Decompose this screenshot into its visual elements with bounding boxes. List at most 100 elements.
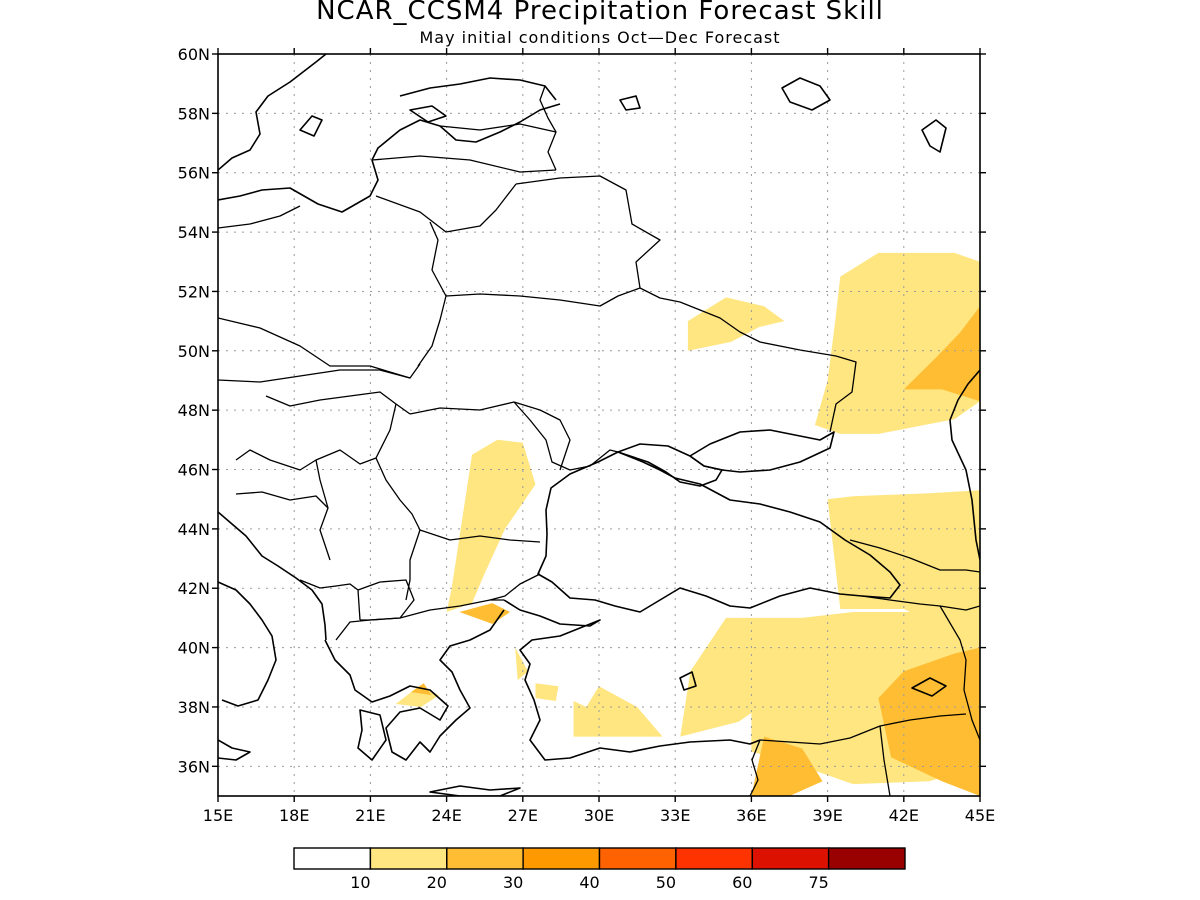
border-hungary-romania (235, 403, 397, 471)
lat-tick-label: 46N (178, 461, 210, 480)
lat-tick-label: 54N (178, 223, 210, 242)
lat-tick-label: 56N (178, 164, 210, 183)
border-turkey-armenia-iran (939, 605, 980, 741)
sweden-coastline (218, 54, 327, 171)
lake-ladoga (781, 77, 831, 111)
border-romania-serbia (375, 457, 421, 531)
skill-region-1 (446, 439, 536, 612)
anatolia-west-coastline (503, 599, 761, 761)
lat-tick-label: 48N (178, 401, 210, 420)
crete-coastline (429, 785, 521, 796)
skill-region-9 (903, 306, 980, 402)
lat-tick-label: 38N (178, 698, 210, 717)
baltic-coastline (218, 103, 561, 213)
border-czech-slovakia (218, 317, 411, 379)
border-serbia-bosnia (315, 459, 329, 509)
colorbar-swatch (598, 847, 677, 870)
axis-ticks: 60N 58N 56N 54N 52N 50N 48N 46N 44N 42N 40N 38N 36N 1… (178, 45, 996, 825)
lat-tick-label: 42N (178, 579, 210, 598)
border-romania-bulgaria (419, 529, 541, 543)
border-macedonia (357, 579, 415, 621)
lon-tick-label: 42E (889, 806, 919, 825)
border-ukraine-romania (409, 401, 571, 471)
lat-tick-label: 60N (178, 45, 210, 64)
border-serbia-bulgaria (405, 529, 421, 601)
lon-tick-label: 18E (279, 806, 309, 825)
lon-tick-label: 39E (812, 806, 842, 825)
colorbar-swatch (446, 847, 524, 870)
ladoga-north-coastline (921, 119, 947, 153)
italy-coastline (218, 581, 277, 707)
colorbar-swatch (751, 847, 830, 870)
border-bulgaria-turkey (489, 573, 541, 601)
skill-region-13 (411, 683, 432, 696)
lon-tick-label: 30E (584, 806, 614, 825)
colorbar-swatch (827, 847, 906, 870)
skill-region-6 (535, 683, 559, 701)
border-slovakia-hungary (218, 363, 421, 383)
lon-tick-label: 27E (508, 806, 538, 825)
border-turkey-syria (759, 713, 967, 745)
border-lithuania-latvia (371, 155, 557, 173)
border-austria-hungary (265, 391, 411, 415)
map-subtitle: May initial conditions Oct—Dec Forecast (419, 28, 781, 47)
border-greece-north (335, 599, 504, 641)
lon-tick-label: 24E (431, 806, 461, 825)
caspian-coastline (949, 369, 980, 561)
skill-region-7 (515, 647, 528, 681)
colorbar-label: 30 (503, 873, 523, 892)
sicily-coastline (218, 739, 251, 761)
skill-region-5 (573, 686, 663, 737)
colorbar-swatch (522, 847, 601, 870)
gulf-of-finland-coastline (399, 77, 557, 101)
crimea-coastline (617, 443, 723, 487)
colorbar-label: 20 (427, 873, 447, 892)
border-poland-west (218, 205, 301, 229)
lon-tick-label: 21E (355, 806, 385, 825)
lat-tick-label: 52N (178, 282, 210, 301)
lat-tick-label: 40N (178, 639, 210, 658)
border-russia-georgia (849, 539, 980, 573)
border-belarus-russia (515, 175, 661, 289)
adriatic-east-coastline (218, 511, 327, 641)
lat-tick-label: 50N (178, 342, 210, 361)
colorbar-swatch (293, 847, 372, 870)
lat-tick-label: 44N (178, 520, 210, 539)
colorbar-label: 40 (579, 873, 599, 892)
border-turkey-georgia (861, 595, 980, 611)
border-lithuania-belarus (375, 183, 517, 233)
skill-region-0 (687, 297, 785, 351)
lat-tick-label: 36N (178, 757, 210, 776)
lake-van (911, 677, 947, 697)
lake-tuz (679, 671, 697, 691)
lon-tick-label: 45E (965, 806, 995, 825)
border-moldova (513, 401, 619, 471)
peloponnese-coastline (357, 709, 387, 761)
lake-peipus (619, 95, 641, 111)
colorbar-label: 75 (808, 873, 828, 892)
border-syria-lebanon (749, 739, 761, 796)
lon-tick-label: 33E (660, 806, 690, 825)
border-montenegro-albania (299, 579, 361, 621)
lon-tick-label: 15E (203, 806, 233, 825)
colorbar-label: 60 (732, 873, 752, 892)
gotland-coastline (299, 115, 323, 137)
border-estonia-latvia (439, 123, 557, 171)
colorbar-label: 50 (656, 873, 676, 892)
lat-tick-label: 58N (178, 104, 210, 123)
border-croatia-bosnia (235, 491, 331, 561)
saaremaa-coastline (409, 105, 447, 123)
greece-coastline (324, 609, 505, 761)
colorbar-label: 10 (350, 873, 370, 892)
border-estonia-russia (539, 85, 557, 133)
azov-coastline (689, 429, 835, 473)
border-belarus-ukraine (445, 287, 681, 307)
border-poland-belarus (417, 221, 447, 367)
map-title: NCAR_CCSM4 Precipitation Forecast Skill (316, 0, 884, 26)
colorbar-swatch (369, 847, 448, 870)
border-ukraine-russia (679, 301, 857, 433)
border-syria-iraq (879, 725, 891, 796)
colorbar-swatch (675, 847, 754, 870)
colorbar: 10 20 30 40 50 60 75 (293, 847, 906, 892)
